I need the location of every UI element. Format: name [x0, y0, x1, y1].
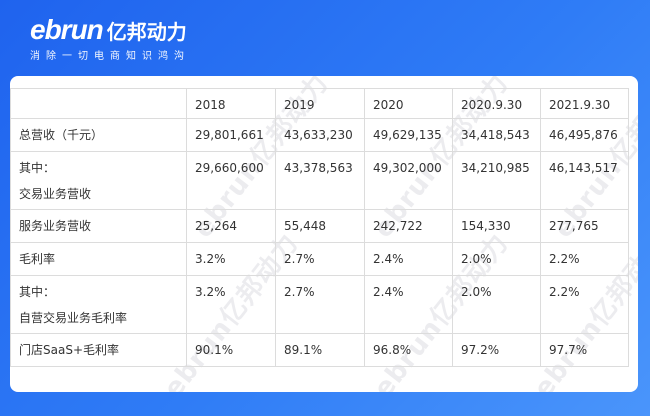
table-cell: 154,330: [452, 209, 541, 243]
header-cell: 2020.9.30: [452, 88, 541, 119]
table-header-row: 2018 2019 2020 2020.9.30 2021.9.30: [10, 88, 629, 119]
row-label: 其中： 自营交易业务毛利率: [10, 275, 187, 334]
table-cell: 97.7%: [540, 333, 629, 367]
table-cell: 29,660,600: [186, 151, 276, 210]
table-card: ebrun亿邦动力 ebrun亿邦动力 ebrun亿邦动力 ebrun亿邦动力 …: [10, 76, 638, 392]
table-cell: 46,495,876: [540, 118, 629, 152]
logo-latin: ebrun: [30, 14, 104, 45]
table-cell: 242,722: [364, 209, 453, 243]
header-cell: 2019: [275, 88, 365, 119]
table-cell: 34,210,985: [452, 151, 541, 210]
table-row: 其中： 交易业务营收 29,660,600 43,378,563 49,302,0…: [10, 151, 629, 210]
table-cell: 43,378,563: [275, 151, 365, 210]
header-cell: 2018: [186, 88, 276, 119]
header-cell: 2021.9.30: [540, 88, 629, 119]
logo: ebrun 亿邦动力: [30, 14, 190, 45]
table-cell: 55,448: [275, 209, 365, 243]
table-cell: 49,629,135: [364, 118, 453, 152]
row-label: 毛利率: [10, 242, 187, 276]
brand-block: ebrun 亿邦动力 消除一切电商知识鸿沟: [30, 14, 190, 63]
row-label: 其中： 交易业务营收: [10, 151, 187, 210]
table-cell: 2.0%: [452, 275, 541, 334]
table-cell: 25,264: [186, 209, 276, 243]
table-row: 其中： 自营交易业务毛利率 3.2% 2.7% 2.4% 2.0% 2.2%: [10, 275, 629, 334]
table-cell: 2.0%: [452, 242, 541, 276]
table-cell: 2.2%: [540, 275, 629, 334]
table-cell: 97.2%: [452, 333, 541, 367]
table-row: 服务业务营收 25,264 55,448 242,722 154,330 277…: [10, 209, 629, 243]
table-cell: 3.2%: [186, 275, 276, 334]
table-cell: 90.1%: [186, 333, 276, 367]
table-cell: 34,418,543: [452, 118, 541, 152]
table-cell: 2.7%: [275, 242, 365, 276]
table-row: 毛利率 3.2% 2.7% 2.4% 2.0% 2.2%: [10, 242, 629, 276]
table-row: 门店SaaS+毛利率 90.1% 89.1% 96.8% 97.2% 97.7%: [10, 333, 629, 367]
table-cell: 2.2%: [540, 242, 629, 276]
table-cell: 2.4%: [364, 242, 453, 276]
table-cell: 277,765: [540, 209, 629, 243]
header-cell: [10, 88, 187, 119]
row-label: 门店SaaS+毛利率: [10, 333, 187, 367]
financial-table: 2018 2019 2020 2020.9.30 2021.9.30 总营收（千…: [10, 88, 629, 367]
table-cell: 49,302,000: [364, 151, 453, 210]
table-cell: 96.8%: [364, 333, 453, 367]
table-cell: 89.1%: [275, 333, 365, 367]
row-label: 总营收（千元）: [10, 118, 187, 152]
table-cell: 2.4%: [364, 275, 453, 334]
logo-chinese: 亿邦动力: [106, 20, 187, 44]
slogan: 消除一切电商知识鸿沟: [30, 51, 190, 62]
table-cell: 46,143,517: [540, 151, 629, 210]
table-cell: 2.7%: [275, 275, 365, 334]
table-cell: 3.2%: [186, 242, 276, 276]
table-cell: 29,801,661: [186, 118, 276, 152]
table-row: 总营收（千元） 29,801,661 43,633,230 49,629,135…: [10, 118, 629, 152]
row-label: 服务业务营收: [10, 209, 187, 243]
header-cell: 2020: [364, 88, 453, 119]
table-cell: 43,633,230: [275, 118, 365, 152]
